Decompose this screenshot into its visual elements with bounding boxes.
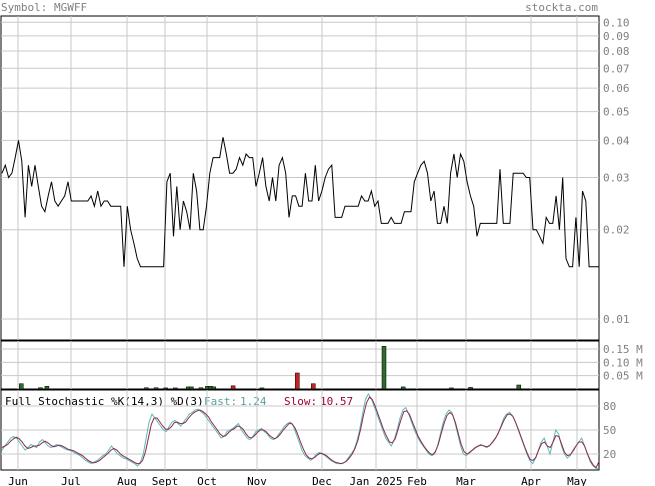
price-line-layer (1, 137, 599, 268)
month-label: Oct (197, 475, 217, 486)
price-tick-label: 0.04 (603, 134, 630, 147)
month-label: Nov (247, 475, 267, 486)
month-label: Apr (521, 475, 541, 486)
slow-label: Slow: (284, 395, 317, 408)
volume-bar (19, 383, 24, 390)
price-tick-label: 0.09 (603, 30, 630, 43)
volume-bar (173, 387, 178, 390)
month-label: Mar (456, 475, 476, 486)
price-tick-label: 0.02 (603, 224, 630, 237)
price-tick-label: 0.06 (603, 82, 630, 95)
site-label[interactable]: stockta.com (525, 1, 598, 14)
stochastic-slow-line (1, 396, 600, 469)
grid-lines (1, 16, 599, 470)
volume-bar (163, 387, 168, 390)
month-label: Sept (152, 475, 179, 486)
volume-bar (295, 372, 300, 390)
price-panel (0, 15, 600, 341)
month-label: Dec (312, 475, 332, 486)
volume-bar (468, 387, 473, 390)
volume-bar (381, 346, 387, 390)
month-label: Aug (117, 475, 137, 486)
price-panel-frame (0, 15, 600, 341)
volume-bar (198, 387, 204, 390)
month-label: Jan 2025 (350, 475, 403, 486)
stochastic-title: Full Stochastic %K(14,3) %D(3) (5, 395, 204, 408)
price-tick-label: 0.07 (603, 62, 630, 75)
fast-label: Fast: (204, 395, 237, 408)
volume-axis-ticks: 0.15 M0.10 M0.05 M (603, 343, 643, 383)
volume-bar (44, 386, 50, 390)
fast-value: 1.24 (240, 395, 267, 408)
volume-tick-label: 0.15 M (603, 343, 643, 356)
volume-tick-label: 0.10 M (603, 356, 643, 369)
slow-value: 10.57 (320, 395, 353, 408)
volume-bar (189, 386, 194, 390)
month-axis-labels: Jun Jul Aug Sept Oct Nov Dec Jan 2025 Feb Mar Apr M… (8, 475, 587, 486)
volume-bar (400, 386, 406, 390)
price-tick-label: 0.01 (603, 313, 630, 326)
symbol-label: Symbol: MGWFF (1, 1, 87, 14)
price-tick-label: 0.08 (603, 45, 630, 58)
volume-bar (211, 386, 217, 390)
volume-bars (19, 346, 522, 390)
stochastic-tick-label: 20 (603, 448, 616, 461)
volume-panel-frame (0, 340, 600, 390)
stochastic-tick-label: 50 (603, 424, 616, 437)
month-label: Jun (8, 475, 28, 486)
price-line (1, 137, 599, 268)
month-label: Jul (61, 475, 81, 486)
month-label: May (567, 475, 587, 486)
volume-bar (230, 385, 236, 390)
price-tick-label: 0.05 (603, 106, 630, 119)
volume-tick-label: 0.05 M (603, 370, 643, 383)
stochastic-tick-label: 80 (603, 400, 616, 413)
volume-bar (311, 383, 316, 390)
volume-bar (144, 387, 149, 390)
volume-bar (38, 387, 43, 390)
volume-bar (259, 387, 265, 390)
stochastic-axis-ticks: 80 50 20 (603, 400, 616, 461)
price-tick-label: 0.10 (603, 16, 630, 29)
volume-bar (449, 387, 454, 390)
volume-bar (516, 384, 522, 390)
volume-bar (153, 387, 159, 390)
stochastic-lines (1, 393, 600, 470)
price-axis-ticks: 0.100.09 0.08 0.07 0.06 0.05 0.04 0.03 0.02 0.01 (603, 16, 630, 326)
price-tick-label: 0.03 (603, 171, 630, 184)
month-label: Feb (407, 475, 427, 486)
volume-panel (0, 340, 600, 390)
